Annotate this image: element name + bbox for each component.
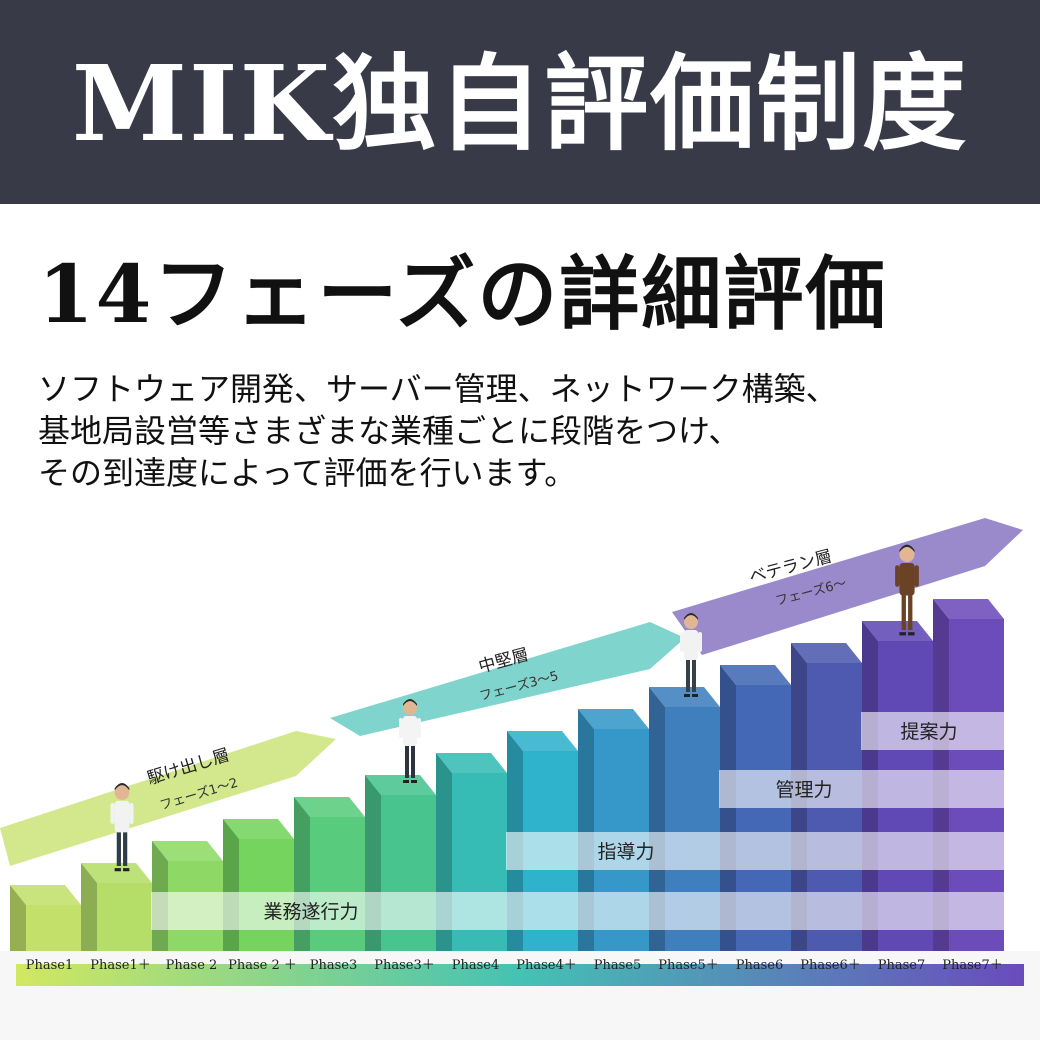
phase-label: Phase 2 ＋	[228, 958, 297, 973]
description-line: その到達度によって評価を行います。	[38, 454, 577, 492]
phase-label: Phase6＋	[800, 958, 861, 973]
phase-label: Phase5	[594, 958, 642, 973]
phase-label: Phase3	[310, 958, 358, 973]
phase-label: Phase 2	[166, 958, 218, 973]
description-line: 基地局設営等さまざまな業種ごとに段階をつけ、	[38, 412, 741, 450]
phase-gradient-bar	[16, 964, 1024, 986]
phase-label: Phase7＋	[942, 958, 1003, 973]
skill-band	[861, 712, 1024, 750]
page-title: MIK独自評価制度	[71, 42, 969, 165]
skill-bands: 業務遂行力 指導力 管理力 提案力	[151, 712, 1024, 930]
person-icon	[110, 783, 134, 872]
skill-label: 業務遂行力	[263, 901, 358, 923]
tier-arrow	[672, 518, 1023, 655]
person-icon	[895, 544, 919, 636]
skill-band	[719, 770, 1024, 808]
phase-label: Phase5＋	[658, 958, 719, 973]
tier-arrow	[0, 731, 336, 866]
skill-label: 指導力	[597, 841, 654, 863]
tier-arrow	[330, 622, 685, 736]
phase-label: Phase3＋	[374, 958, 435, 973]
phase-label: Phase1	[26, 958, 74, 973]
skill-label: 提案力	[900, 721, 957, 743]
phase-step	[10, 885, 81, 951]
header-bar: MIK独自評価制度	[0, 0, 1040, 204]
phase-step	[223, 819, 294, 951]
phase-labels: Phase1 Phase1＋ Phase 2 Phase 2 ＋ Phase3 Phase…	[26, 958, 1003, 973]
description: ソフトウェア開発、サーバー管理、ネットワーク構築、 基地局設営等さまざまな業種ご…	[38, 368, 838, 494]
phase-label: Phase4＋	[516, 958, 577, 973]
phase-label: Phase1＋	[90, 958, 151, 973]
skill-label: 管理力	[775, 779, 832, 801]
person-icon	[399, 699, 421, 783]
person-icon	[680, 613, 702, 697]
person-figures	[110, 544, 919, 872]
skill-band	[151, 892, 1024, 930]
description-line: ソフトウェア開発、サーバー管理、ネットワーク構築、	[38, 370, 838, 408]
phase-label: Phase4	[452, 958, 500, 973]
phase-step	[81, 863, 152, 951]
subtitle: 14フェーズの詳細評価	[38, 247, 888, 341]
skill-band	[506, 832, 1024, 870]
phase-label: Phase7	[878, 958, 926, 973]
phase-label: Phase6	[736, 958, 784, 973]
